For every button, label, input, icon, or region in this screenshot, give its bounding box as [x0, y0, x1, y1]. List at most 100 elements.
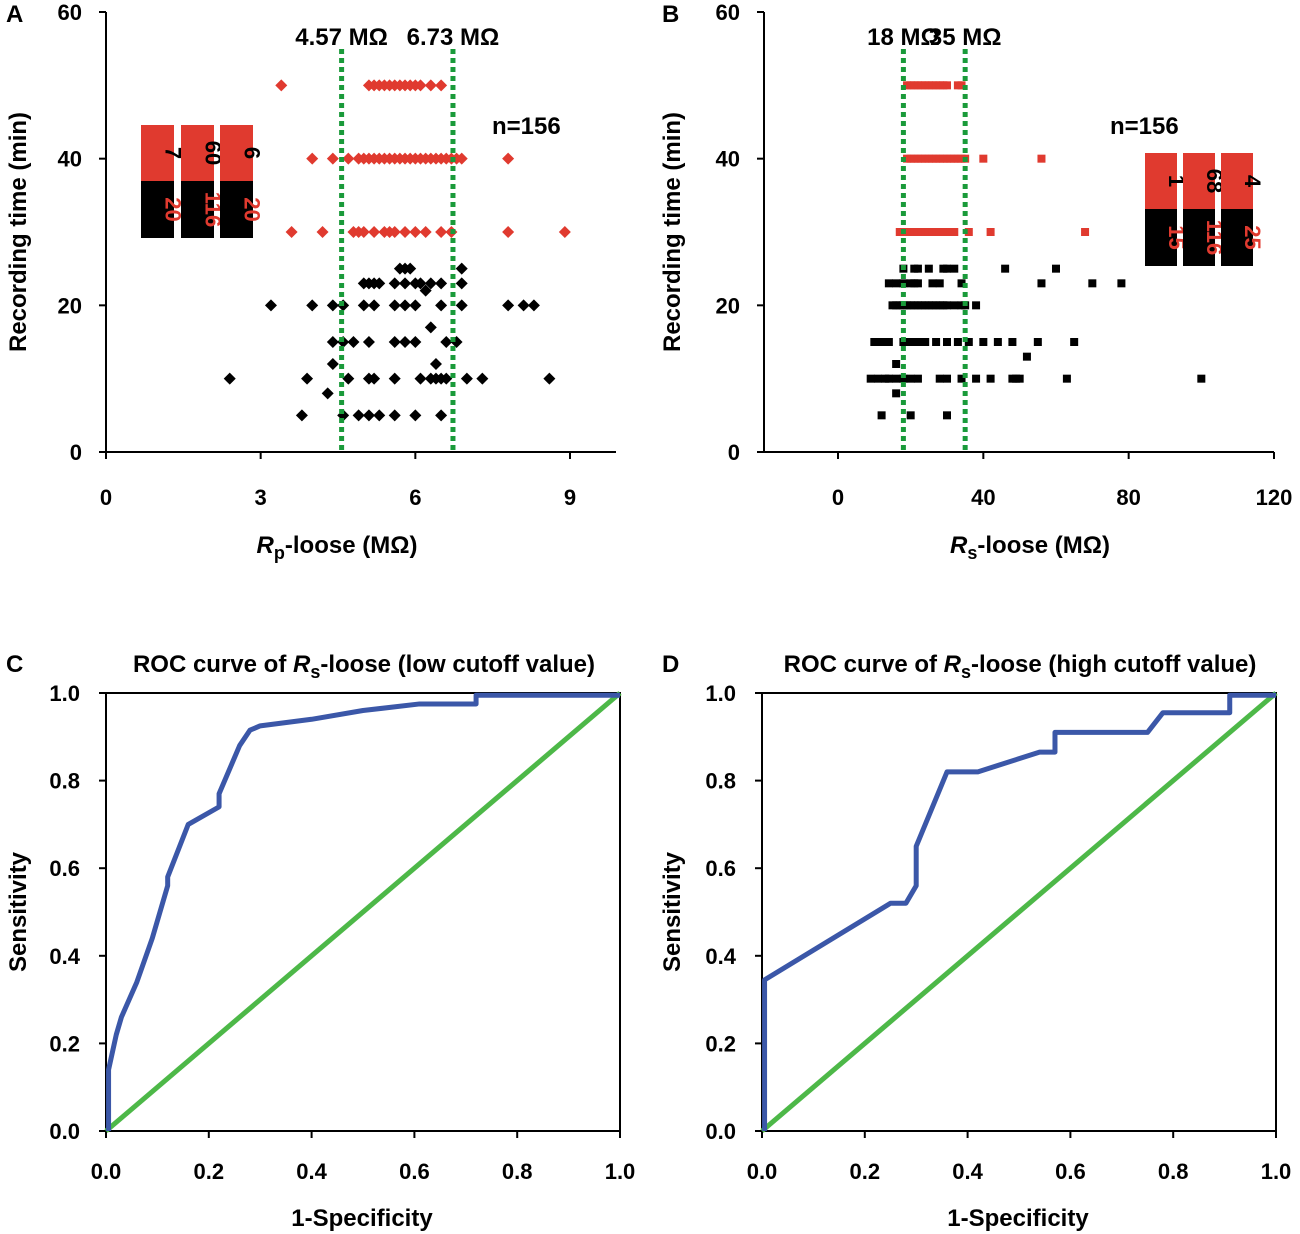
black-square-point [913, 279, 922, 288]
black-square-point [972, 374, 981, 383]
red-diamond-point [424, 79, 437, 92]
red-diamond-point [275, 79, 288, 92]
y-tick-label: 40 [58, 147, 82, 172]
red-square-point [950, 228, 959, 236]
black-square-point [921, 338, 930, 346]
panel-b-points [866, 81, 1206, 420]
y-tick-label: 40 [716, 147, 740, 172]
black-diamond-point [435, 409, 448, 422]
chart-title: ROC curve of Rs-loose (high cutoff value… [784, 651, 1257, 682]
x-tick-label: 0.2 [194, 1159, 225, 1184]
black-square-point [1033, 338, 1042, 346]
black-square-point [1037, 279, 1046, 288]
title-sub: s [310, 662, 320, 682]
x-label-main: R [257, 532, 275, 559]
red-diamond-point [399, 226, 412, 238]
black-diamond-point [326, 336, 339, 348]
black-square-point [913, 374, 922, 383]
title-sub: s [961, 662, 971, 682]
panel-label-c: C [6, 651, 23, 678]
black-square-point [906, 338, 915, 346]
count-top-label: 1 [1164, 175, 1189, 187]
y-tick-label: 20 [58, 293, 82, 318]
x-tick-label: 6 [409, 485, 421, 510]
title-post: -loose (low cutoff value) [320, 651, 595, 678]
count-box-red [1183, 153, 1215, 209]
plot-frame [105, 692, 621, 1132]
plot-frame [761, 692, 1277, 1132]
black-diamond-point [357, 299, 370, 312]
red-diamond-point [326, 152, 339, 165]
black-square-point [884, 374, 893, 383]
x-label-rest: -loose (MΩ) [285, 532, 418, 559]
count-top-label: 7 [161, 147, 186, 159]
title-main: R [293, 651, 311, 678]
black-square-point [1062, 374, 1071, 383]
black-square-point [873, 374, 882, 383]
black-square-point [1088, 279, 1097, 288]
black-diamond-point [404, 262, 417, 275]
y-tick-label: 0.2 [705, 1031, 736, 1056]
black-diamond-point [527, 299, 540, 312]
y-tick-label: 0.6 [49, 856, 80, 881]
black-square-point [884, 338, 893, 346]
count-top-label: 4 [1240, 175, 1265, 188]
y-tick-label: 0.6 [705, 856, 736, 881]
cutoff-label: 18 MΩ [867, 24, 940, 51]
y-axis-label: Recording time (min) [5, 112, 32, 352]
black-diamond-point [414, 372, 427, 385]
black-diamond-point [342, 372, 355, 385]
red-square-point [1081, 228, 1090, 236]
black-diamond-point [347, 336, 360, 348]
black-diamond-point [362, 409, 375, 422]
red-diamond-point [285, 226, 298, 238]
black-diamond-point [388, 336, 401, 348]
black-square-point [932, 338, 941, 346]
y-axis-label: Sensitivity [659, 851, 686, 972]
cutoff-label: 35 MΩ [929, 24, 1002, 51]
black-diamond-point [414, 277, 427, 290]
red-square-point [957, 81, 966, 90]
count-box-black [220, 181, 253, 238]
black-square-point [1070, 338, 1079, 346]
black-square-point [892, 360, 901, 368]
red-diamond-point [419, 226, 432, 238]
title-pre: ROC curve of [784, 651, 944, 678]
black-diamond-point [409, 299, 422, 312]
black-square-point [950, 264, 959, 273]
red-diamond-point [414, 79, 427, 92]
x-tick-label: 120 [1256, 485, 1293, 510]
y-tick-label: 0 [728, 440, 740, 465]
y-tick-label: 0.4 [705, 944, 736, 969]
title-main: R [944, 651, 962, 678]
panel-c-lines [104, 691, 622, 1133]
y-tick-label: 0.8 [49, 769, 80, 794]
black-diamond-point [388, 277, 401, 290]
x-tick-label: 0.4 [296, 1159, 327, 1184]
black-square-point [892, 389, 901, 398]
count-box-black [181, 181, 214, 238]
black-diamond-point [388, 372, 401, 385]
x-tick-label: 0.4 [952, 1159, 983, 1184]
black-diamond-point [306, 299, 319, 312]
black-diamond-point [455, 277, 468, 290]
count-bottom-label: 25 [1240, 225, 1265, 249]
x-tick-label: 0.2 [850, 1159, 881, 1184]
black-diamond-point [409, 409, 422, 422]
y-axis-label: Sensitivity [5, 851, 32, 972]
red-diamond-point [435, 79, 448, 92]
panel-b-axes [763, 12, 1274, 453]
black-diamond-point [388, 299, 401, 312]
panel-b-ticks: 0 40 80 120 0 20 40 60 [716, 0, 1293, 510]
x-label-rest: -loose (MΩ) [977, 532, 1110, 559]
black-square-point [913, 338, 922, 346]
red-diamond-point [316, 226, 329, 238]
black-diamond-point [543, 372, 556, 385]
roc-curve-line [106, 692, 620, 1131]
count-box-red [1145, 153, 1177, 209]
black-square-point [1052, 264, 1060, 273]
black-diamond-point [368, 299, 381, 312]
